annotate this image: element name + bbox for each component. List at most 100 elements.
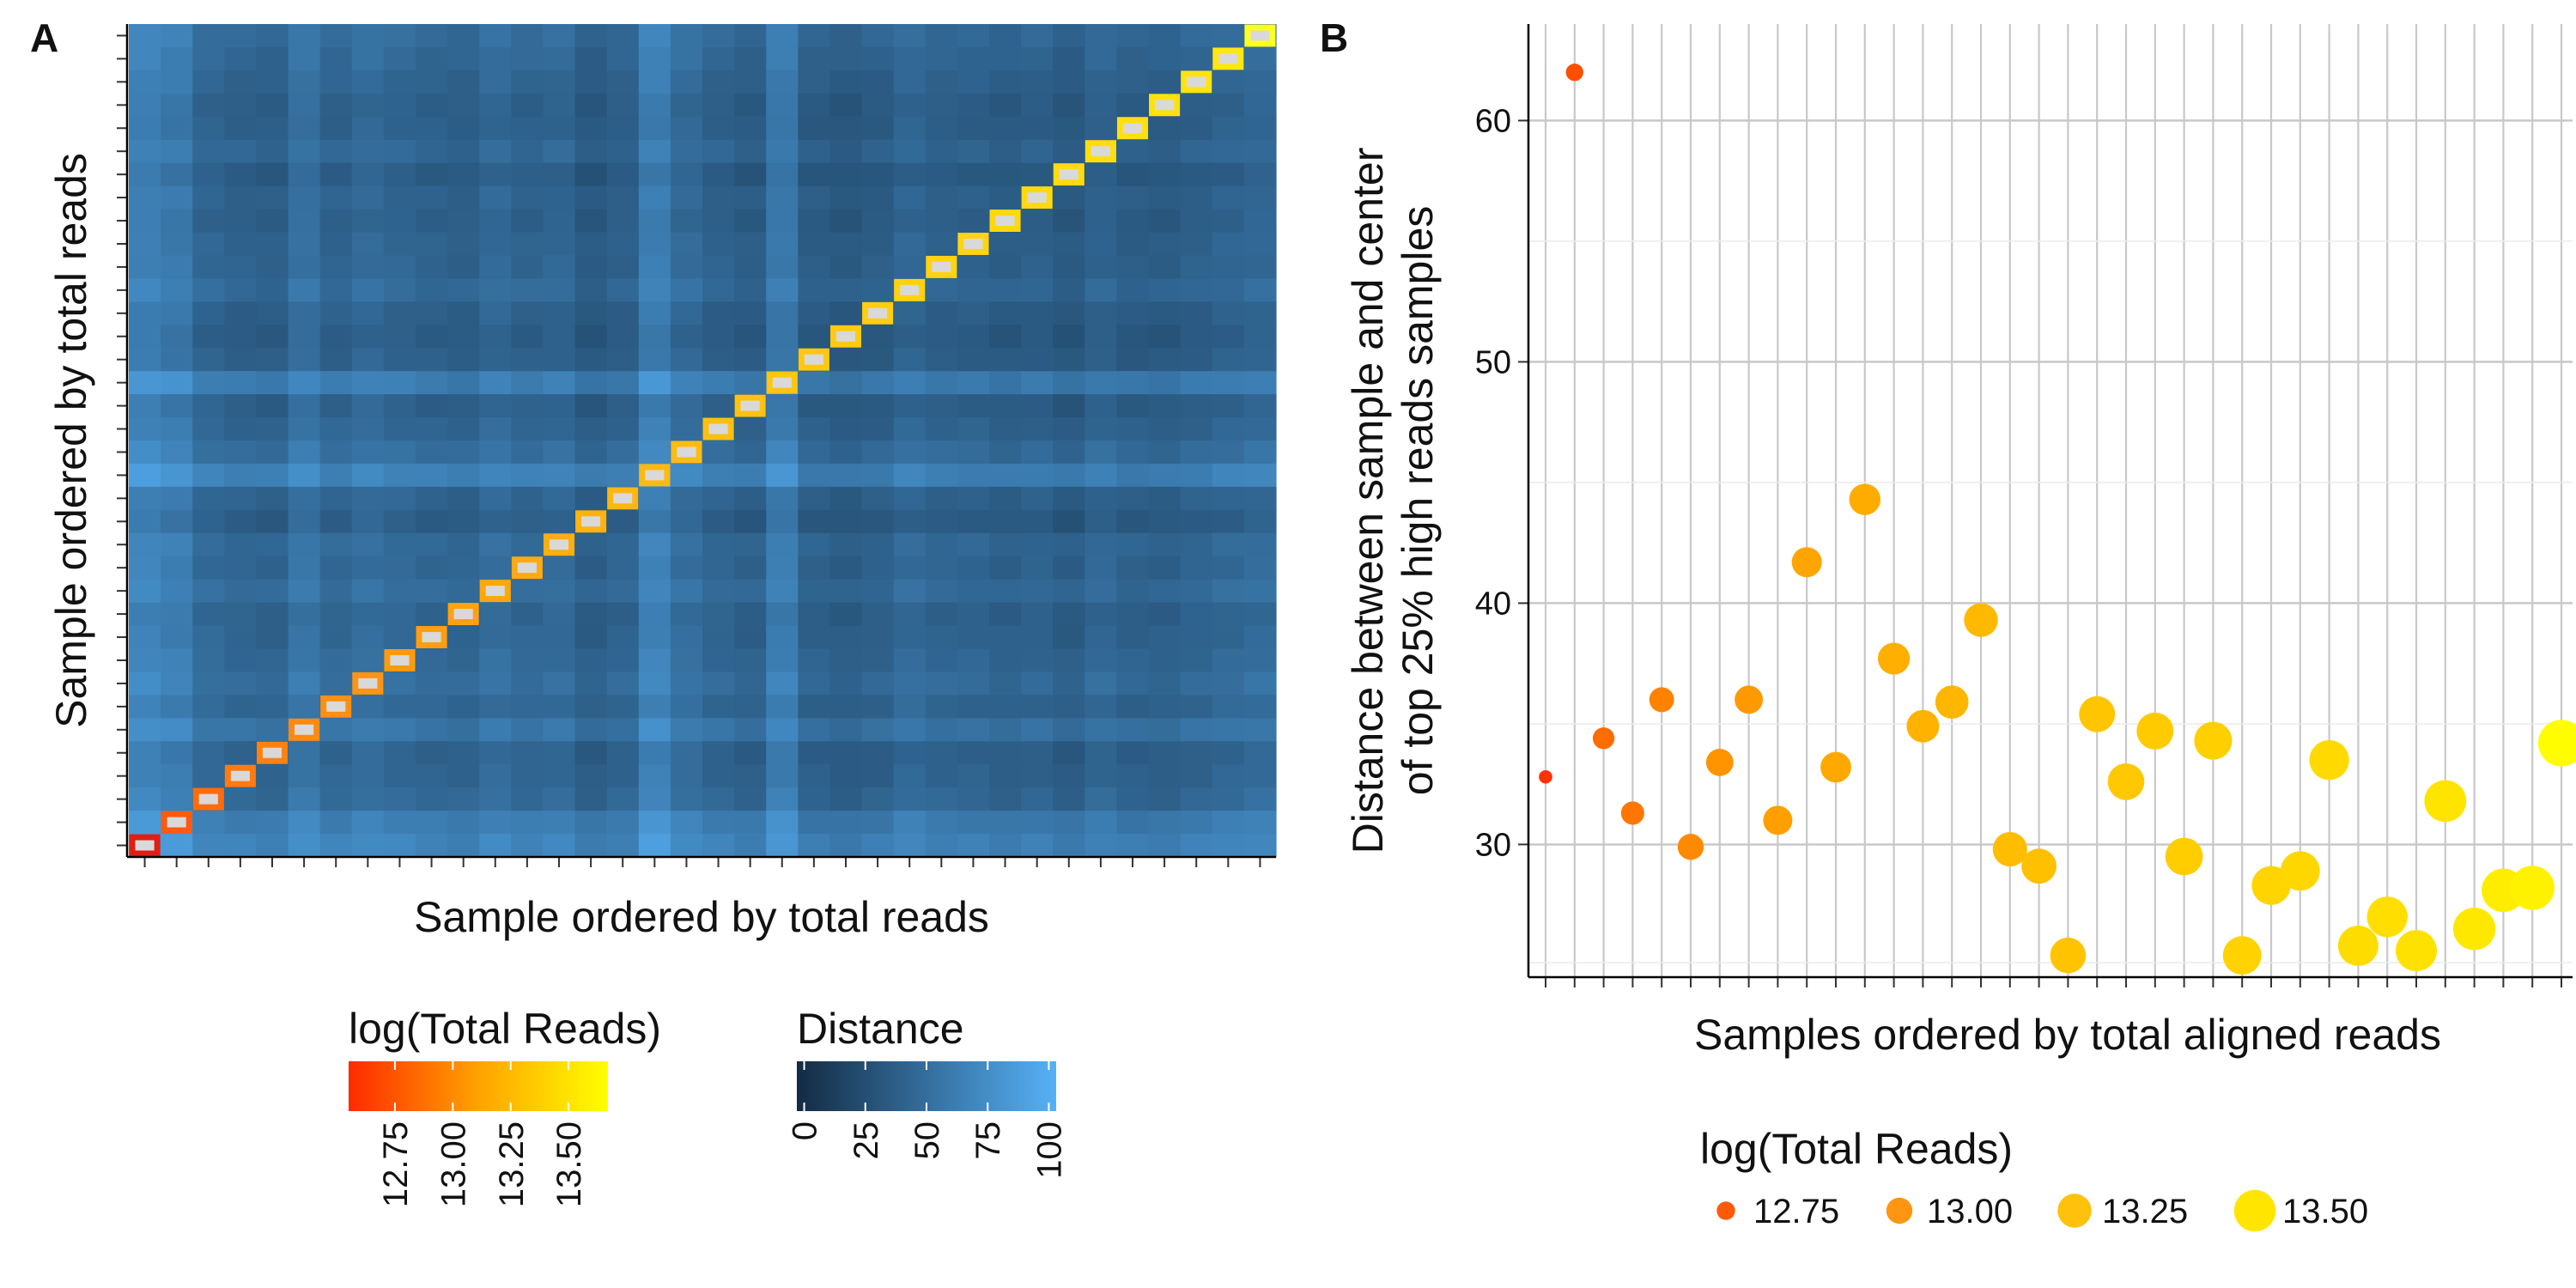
heatmap-cell (606, 278, 640, 302)
heatmap-cell (861, 787, 895, 811)
heatmap-cell (192, 394, 225, 418)
heatmap-cell (766, 348, 799, 372)
heatmap-cell (288, 440, 321, 465)
heatmap-cell (1116, 532, 1150, 557)
heatmap-diagonal-cell (256, 741, 289, 764)
heatmap-cell (829, 232, 863, 257)
heatmap-cell (1116, 671, 1150, 696)
scatter-point (1820, 751, 1851, 783)
heatmap-cell (1116, 509, 1150, 534)
heatmap-cell (861, 417, 895, 441)
heatmap-cell (1243, 209, 1277, 234)
heatmap-cell (1021, 232, 1054, 257)
heatmap-cell (479, 417, 512, 441)
heatmap-cell (1053, 209, 1085, 234)
heatmap-cell (638, 394, 671, 418)
heatmap-cell (479, 556, 512, 580)
heatmap-cell (606, 70, 640, 94)
heatmap-cell (829, 371, 863, 395)
heatmap-cell (511, 139, 544, 164)
heatmap-cell (1180, 579, 1213, 604)
heatmap-cell (638, 93, 671, 118)
heatmap-cell (1053, 93, 1085, 118)
heatmap-cell (638, 440, 671, 465)
heatmap-cell (861, 371, 895, 395)
heatmap-cell (479, 93, 512, 118)
heatmap-cell (861, 232, 895, 257)
heatmap-cell (1084, 834, 1118, 858)
heatmap-cell (670, 602, 703, 627)
heatmap-cell (1180, 162, 1213, 187)
heatmap-cell (1053, 417, 1085, 441)
heatmap-cell (351, 787, 385, 811)
heatmap-cell (1021, 764, 1054, 788)
heatmap-cell (351, 811, 385, 835)
heatmap-cell (416, 787, 448, 811)
heatmap-cell (702, 278, 735, 302)
heatmap-cell (1148, 417, 1182, 441)
heatmap-cell (383, 602, 416, 627)
heatmap-cell (670, 185, 703, 210)
heatmap-cell (606, 255, 640, 279)
heatmap-cell (1243, 185, 1277, 210)
heatmap-cell (1148, 70, 1182, 94)
heatmap-cell (288, 93, 321, 118)
heatmap-cell (224, 371, 258, 395)
heatmap-cell (224, 325, 258, 349)
heatmap-cell (224, 695, 258, 719)
heatmap-cell (1084, 70, 1118, 94)
heatmap-cell (638, 718, 671, 742)
heatmap-cell (893, 764, 927, 788)
heatmap-cell (129, 764, 161, 788)
heatmap-cell (702, 741, 735, 765)
scatter-point (1964, 603, 1998, 637)
heatmap-cell (1148, 325, 1182, 349)
heatmap-cell (1148, 602, 1182, 627)
heatmap-cell (1180, 232, 1213, 257)
heatmap-cell (1243, 602, 1277, 627)
heatmap-cell (957, 671, 990, 696)
heatmap-cell (192, 579, 225, 604)
heatmap-cell (957, 46, 990, 71)
heatmap-cell (574, 278, 608, 302)
heatmap-cell (1243, 579, 1277, 604)
heatmap-cell (1180, 509, 1213, 534)
heatmap-cell (256, 764, 289, 788)
heatmap-cell (224, 139, 258, 164)
heatmap-cell (288, 509, 321, 534)
heatmap-cell (1021, 463, 1054, 488)
heatmap-cell (511, 24, 544, 48)
heatmap-cell (256, 556, 289, 580)
heatmap-cell (798, 440, 831, 465)
heatmap-cell (1084, 625, 1118, 650)
heatmap-cell (1116, 556, 1150, 580)
heatmap-cell (670, 93, 703, 118)
heatmap-cell (829, 255, 863, 279)
heatmap-cell (1021, 509, 1054, 534)
heatmap-cell (893, 394, 927, 418)
heatmap-cell (1116, 209, 1150, 234)
legend-size-label: 13.50 (2282, 1193, 2368, 1230)
heatmap-cell (1212, 440, 1245, 465)
scatter-point (1705, 748, 1734, 776)
heatmap-cell (479, 486, 512, 511)
heatmap-cell (1148, 394, 1182, 418)
heatmap-cell (861, 209, 895, 234)
heatmap-cell (192, 325, 225, 349)
heatmap-cell (319, 440, 353, 465)
heatmap-cell (1180, 556, 1213, 580)
heatmap-cell (479, 348, 512, 372)
heatmap-cell (638, 787, 671, 811)
heatmap-cell (861, 532, 895, 557)
heatmap-cell (1212, 93, 1245, 118)
heatmap-cell (861, 834, 895, 858)
heatmap-cell (319, 417, 353, 441)
heatmap-cell (734, 46, 767, 71)
heatmap-cell (670, 255, 703, 279)
heatmap-cell (798, 185, 831, 210)
heatmap-cell (1053, 718, 1085, 742)
heatmap-cell (416, 46, 448, 71)
heatmap-cell (192, 70, 225, 94)
scatter-point (1849, 483, 1881, 515)
legend-size-entries: 12.75 13.00 13.25 13.50 (1716, 1189, 2368, 1232)
